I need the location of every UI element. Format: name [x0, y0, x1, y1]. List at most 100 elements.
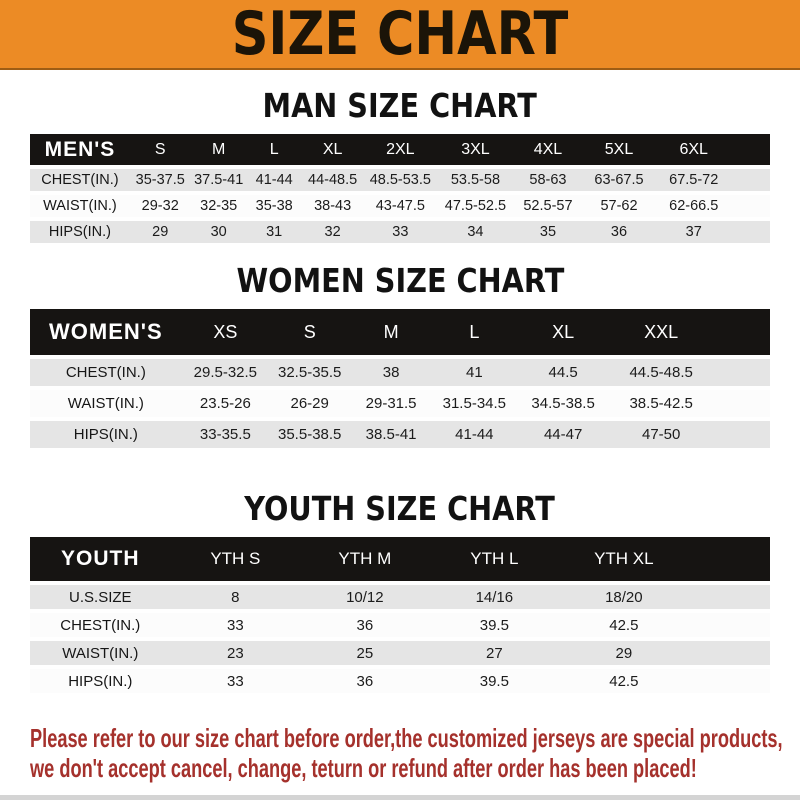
row-label: WAIST(IN.): [30, 641, 171, 665]
women-section-title: WOMEN SIZE CHART: [0, 264, 800, 297]
measure-cell: 35: [513, 221, 582, 243]
measure-cell: 37: [655, 221, 732, 243]
measure-cell: 43-47.5: [363, 195, 437, 217]
measure-cell: 36: [581, 221, 656, 243]
page-title: SIZE CHART: [231, 0, 569, 69]
measure-cell: 31.5-34.5: [431, 390, 517, 417]
table-header-row: MEN'S S M L XL 2XL 3XL 4XL 5XL 6XL: [30, 134, 770, 165]
size-column-header: YTH S: [170, 537, 301, 581]
man-section-title-text: MAN SIZE CHART: [262, 86, 538, 125]
size-column-header: S: [129, 134, 191, 165]
table-header-row: WOMEN'S XS S M L XL XXL: [30, 309, 770, 355]
measure-cell: 38.5-41: [350, 421, 432, 448]
youth-size-table: YOUTH YTH S YTH M YTH L YTH XL U.S.SIZE 8 10/12…: [30, 533, 770, 697]
size-column-header: YTH XL: [559, 537, 689, 581]
men-size-table: MEN'S S M L XL 2XL 3XL 4XL 5XL 6XL CHEST(IN.) 35-37…: [30, 130, 770, 247]
measure-cell: 32.5-35.5: [269, 359, 351, 386]
bottom-edge-strip: [0, 795, 800, 800]
row-label: U.S.SIZE: [30, 585, 171, 609]
size-column-header: XL: [516, 309, 610, 355]
row-label: WAIST(IN.): [30, 390, 182, 417]
measure-cell: 10/12: [300, 585, 430, 609]
size-column-header: M: [190, 134, 247, 165]
measure-cell: 63-67.5: [581, 169, 656, 191]
measure-cell: [688, 641, 770, 665]
measure-cell: [731, 221, 770, 243]
disclaimer-line-2: we don't accept cancel, change, teturn o…: [30, 753, 697, 783]
measure-cell: 57-62: [581, 195, 656, 217]
table-row: HIPS(IN.) 33 36 39.5 42.5: [30, 669, 770, 693]
measure-cell: [731, 169, 770, 191]
measure-cell: 36: [300, 669, 430, 693]
measure-cell: 53.5-58: [436, 169, 514, 191]
measure-cell: 33: [170, 613, 301, 637]
measure-cell: 41: [431, 359, 517, 386]
women-section-title-text: WOMEN SIZE CHART: [236, 261, 564, 300]
measure-cell: 32-35: [190, 195, 247, 217]
size-column-header: YTH L: [429, 537, 560, 581]
measure-cell: [712, 390, 770, 417]
disclaimer-line-1: Please refer to our size chart before or…: [30, 723, 783, 753]
table-title: YOUTH: [30, 537, 171, 581]
table-header-row: YOUTH YTH S YTH M YTH L YTH XL: [30, 537, 770, 581]
women-size-table: WOMEN'S XS S M L XL XXL CHEST(IN.) 29.5-32.5 32.5…: [30, 305, 770, 452]
measure-cell: 44-48.5: [301, 169, 364, 191]
size-column-header: [712, 309, 770, 355]
measure-cell: [712, 421, 770, 448]
table-row: HIPS(IN.) 33-35.5 35.5-38.5 38.5-41 41-44 44-…: [30, 421, 770, 448]
measure-cell: [688, 613, 770, 637]
measure-cell: 26-29: [269, 390, 351, 417]
measure-cell: 44.5: [516, 359, 610, 386]
size-column-header: YTH M: [300, 537, 430, 581]
size-column-header: XS: [181, 309, 269, 355]
measure-cell: 8: [170, 585, 301, 609]
measure-cell: 29: [129, 221, 191, 243]
size-column-header: S: [269, 309, 351, 355]
size-column-header: XXL: [609, 309, 713, 355]
measure-cell: 47.5-52.5: [436, 195, 514, 217]
table-row: HIPS(IN.) 29 30 31 32 33 34 35 36 37: [30, 221, 770, 243]
table-row: WAIST(IN.) 29-32 32-35 35-38 38-43 43-47.5 47.…: [30, 195, 770, 217]
measure-cell: 39.5: [429, 669, 560, 693]
table-row: CHEST(IN.) 29.5-32.5 32.5-35.5 38 41 44.5 44.5…: [30, 359, 770, 386]
measure-cell: 38-43: [301, 195, 364, 217]
measure-cell: 41-44: [431, 421, 517, 448]
measure-cell: 38: [350, 359, 432, 386]
table-row: WAIST(IN.) 23.5-26 26-29 29-31.5 31.5-34.5 34…: [30, 390, 770, 417]
measure-cell: 39.5: [429, 613, 560, 637]
measure-cell: 58-63: [513, 169, 582, 191]
table-title: MEN'S: [30, 134, 130, 165]
measure-cell: 44.5-48.5: [609, 359, 713, 386]
measure-cell: 35.5-38.5: [269, 421, 351, 448]
size-column-header: 6XL: [655, 134, 732, 165]
size-column-header: L: [246, 134, 302, 165]
measure-cell: 34: [436, 221, 514, 243]
measure-cell: 33: [170, 669, 301, 693]
table-row: CHEST(IN.) 33 36 39.5 42.5: [30, 613, 770, 637]
measure-cell: 36: [300, 613, 430, 637]
measure-cell: 18/20: [559, 585, 689, 609]
size-column-header: XL: [301, 134, 364, 165]
measure-cell: [688, 585, 770, 609]
measure-cell: 34.5-38.5: [516, 390, 610, 417]
measure-cell: 23.5-26: [181, 390, 269, 417]
size-column-header: 5XL: [581, 134, 656, 165]
measure-cell: 29: [559, 641, 689, 665]
size-column-header: 2XL: [363, 134, 437, 165]
measure-cell: [712, 359, 770, 386]
measure-cell: 67.5-72: [655, 169, 732, 191]
orange-banner: SIZE CHART: [0, 0, 800, 70]
measure-cell: 44-47: [516, 421, 610, 448]
table-row: U.S.SIZE 8 10/12 14/16 18/20: [30, 585, 770, 609]
measure-cell: 52.5-57: [513, 195, 582, 217]
measure-cell: 41-44: [246, 169, 302, 191]
row-label: HIPS(IN.): [30, 669, 171, 693]
size-column-header: [688, 537, 770, 581]
measure-cell: 29.5-32.5: [181, 359, 269, 386]
size-column-header: 3XL: [436, 134, 514, 165]
row-label: WAIST(IN.): [30, 195, 130, 217]
size-column-header: L: [431, 309, 517, 355]
measure-cell: [731, 195, 770, 217]
measure-cell: 33: [363, 221, 437, 243]
measure-cell: [688, 669, 770, 693]
